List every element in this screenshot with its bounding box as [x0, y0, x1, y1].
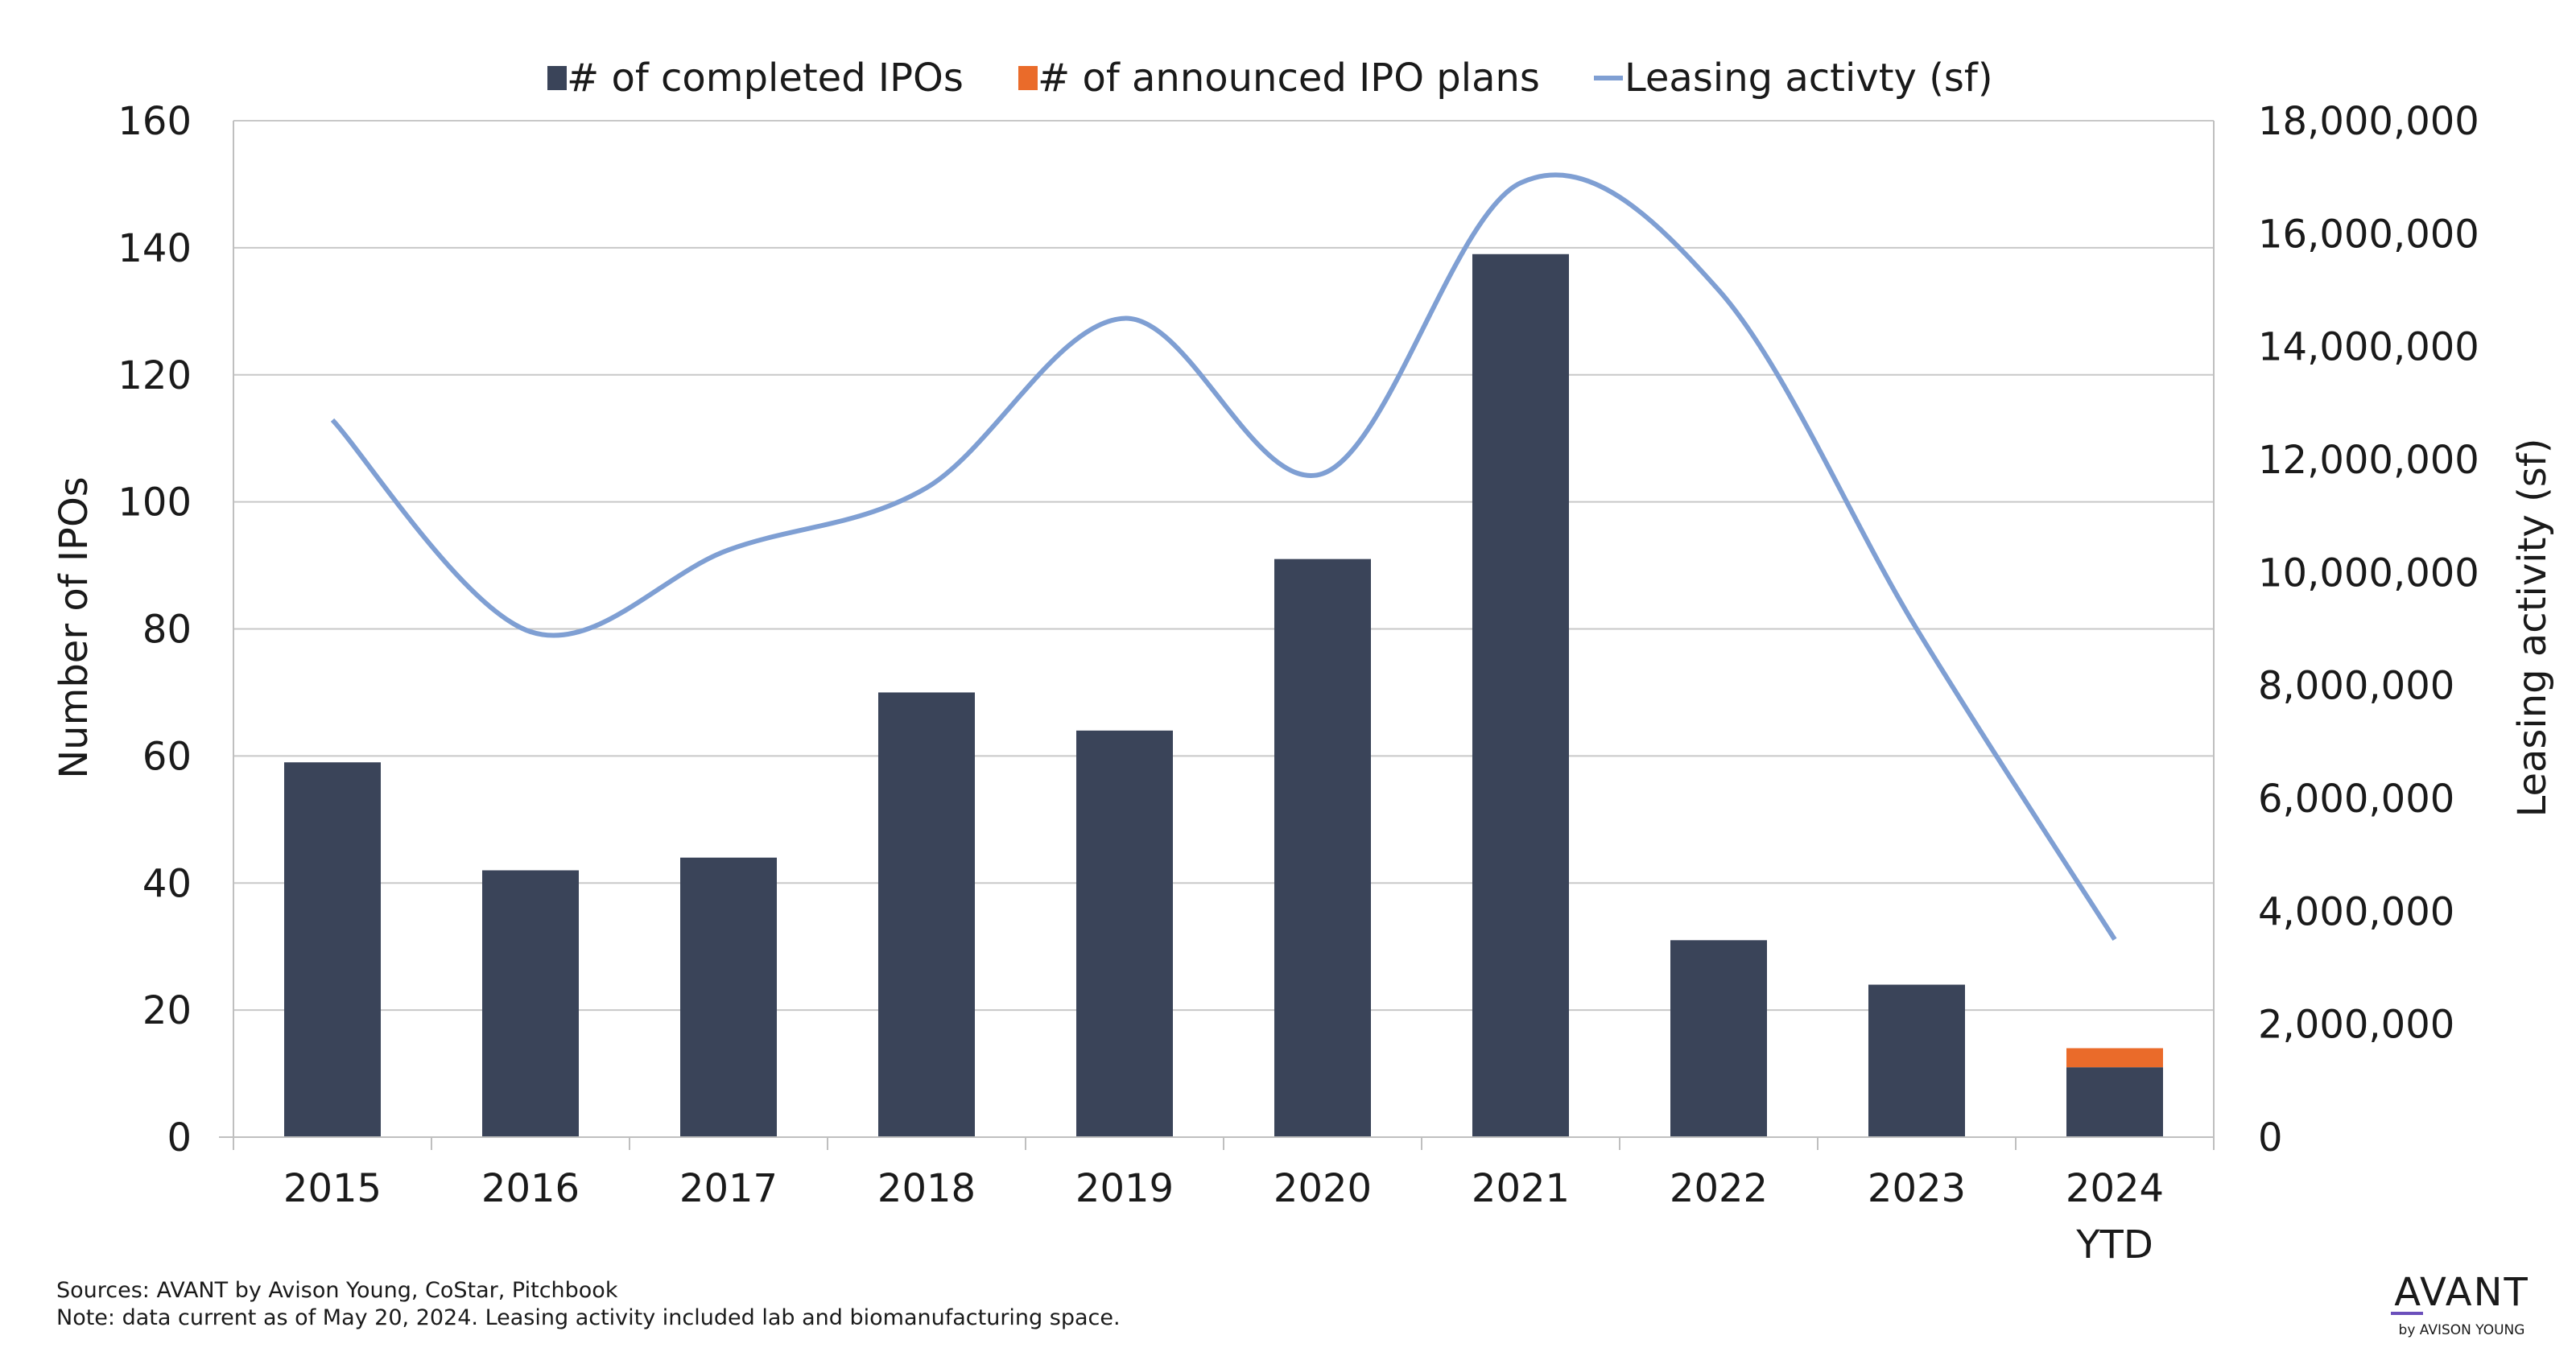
x-tick-label: 2024 — [2066, 1166, 2164, 1211]
y2-tick-label: 4,000,000 — [2258, 889, 2454, 934]
x-tick-label: 2018 — [877, 1166, 976, 1211]
bar-announced-ipo-plans — [2066, 1048, 2163, 1068]
legend-swatch — [547, 66, 567, 90]
y2-tick-label: 18,000,000 — [2258, 99, 2479, 144]
bar-completed-ipos — [284, 762, 381, 1137]
y-tick-label: 120 — [118, 353, 192, 398]
x-tick-label: 2017 — [679, 1166, 778, 1211]
bar-completed-ipos — [878, 692, 975, 1137]
bar-completed-ipos — [1868, 984, 1965, 1137]
y2-tick-label: 2,000,000 — [2258, 1003, 2454, 1048]
sources-text: Sources: AVANT by Avison Young, CoStar, … — [56, 1278, 618, 1303]
x-tick-label: 2023 — [1868, 1166, 1966, 1211]
bar-completed-ipos — [1670, 940, 1767, 1137]
y-tick-label: 20 — [142, 988, 192, 1033]
legend-completed-ipos: # of completed IPOs — [547, 56, 964, 101]
y2-tick-label: 12,000,000 — [2258, 438, 2479, 483]
bar-completed-ipos — [1472, 254, 1569, 1137]
y2-tick-label: 16,000,000 — [2258, 212, 2479, 257]
y2-tick-label: 14,000,000 — [2258, 325, 2479, 370]
y-tick-label: 140 — [118, 226, 192, 271]
svg-text:by AVISON YOUNG: by AVISON YOUNG — [2399, 1322, 2525, 1338]
bar-completed-ipos — [680, 857, 777, 1137]
leasing-activity-line — [330, 172, 2117, 942]
y2-tick-label: 0 — [2258, 1115, 2283, 1160]
y2-tick-label: 8,000,000 — [2258, 664, 2454, 709]
y2-axis-title: Leasing activity (sf) — [2510, 439, 2555, 818]
x-tick-label: 2022 — [1670, 1166, 1768, 1211]
x-tick-label: 2020 — [1274, 1166, 1372, 1211]
y2-tick-label: 10,000,000 — [2258, 550, 2479, 596]
legend-swatch — [1018, 66, 1038, 90]
y-tick-label: 80 — [142, 608, 192, 653]
x-tick-label: 2016 — [481, 1166, 580, 1211]
x-tick-label: 2019 — [1075, 1166, 1174, 1211]
x-tick-label: 2021 — [1472, 1166, 1570, 1211]
x-tick-label: 2015 — [283, 1166, 382, 1211]
y-axis-title: Number of IPOs — [52, 476, 97, 779]
leasing-line — [330, 172, 2117, 942]
y-tick-label: 0 — [167, 1115, 192, 1160]
y-tick-label: 160 — [118, 99, 192, 144]
bar-completed-ipos — [1274, 559, 1371, 1137]
bars — [284, 254, 2163, 1137]
legend: # of completed IPOs # of announced IPO pl… — [547, 56, 1993, 101]
legend-leasing-activity: Leasing activty (sf) — [1594, 56, 1993, 101]
y-tick-label: 60 — [142, 734, 192, 779]
y2-tick-label: 6,000,000 — [2258, 777, 2454, 822]
legend-announced-ipo-plans: # of announced IPO plans — [1018, 56, 1540, 101]
note-text: Note: data current as of May 20, 2024. L… — [56, 1305, 1121, 1330]
x-tick-label: YTD — [2075, 1222, 2153, 1268]
bar-completed-ipos — [1076, 730, 1173, 1137]
legend-label: # of completed IPOs — [567, 56, 964, 101]
bar-completed-ipos — [482, 870, 579, 1137]
avant-logo: AVANT by AVISON YOUNG — [2391, 1270, 2529, 1338]
bar-completed-ipos — [2066, 1067, 2163, 1137]
y-tick-label: 40 — [142, 861, 192, 906]
legend-label: Leasing activty (sf) — [1624, 56, 1993, 101]
legend-label: # of announced IPO plans — [1038, 56, 1540, 101]
svg-text:AVANT: AVANT — [2394, 1270, 2529, 1315]
y-tick-label: 100 — [118, 480, 192, 526]
axes: 0 20 40 60 80 100 120 140 160 0 2,000,000 4,000,000… — [118, 99, 2479, 1268]
